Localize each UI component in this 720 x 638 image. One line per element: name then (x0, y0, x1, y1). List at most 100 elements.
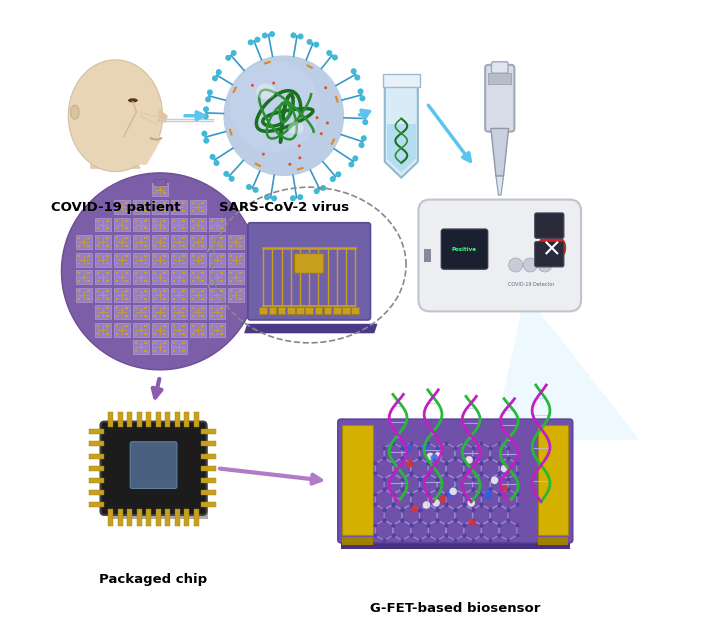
Circle shape (431, 454, 438, 462)
Bar (163, 325, 166, 327)
Bar (163, 332, 166, 334)
Circle shape (508, 258, 523, 272)
Bar (145, 228, 147, 230)
Bar (202, 332, 204, 334)
Bar (107, 255, 109, 256)
Bar (87, 290, 89, 292)
Circle shape (432, 499, 440, 507)
Text: Positive: Positive (452, 247, 477, 251)
Bar (182, 219, 184, 221)
Bar (538, 425, 568, 535)
Bar (97, 290, 99, 292)
Bar (135, 210, 138, 212)
Bar (135, 228, 138, 230)
Bar (190, 288, 205, 302)
Bar (194, 412, 199, 427)
Bar (210, 323, 225, 337)
Circle shape (359, 142, 364, 148)
Bar (175, 509, 180, 526)
Bar (192, 280, 194, 282)
Bar (220, 290, 222, 292)
Bar (97, 262, 99, 265)
Circle shape (246, 184, 252, 190)
Bar (351, 307, 359, 315)
Bar (202, 245, 204, 247)
Bar (95, 218, 111, 232)
Circle shape (361, 135, 366, 141)
Bar (107, 228, 109, 230)
Bar (220, 245, 222, 247)
Bar (182, 210, 184, 212)
Polygon shape (387, 124, 416, 159)
Circle shape (336, 171, 341, 177)
Bar (114, 235, 130, 249)
Circle shape (468, 519, 476, 526)
Bar (125, 228, 127, 230)
Bar (230, 245, 233, 247)
Bar (192, 325, 194, 327)
Bar (192, 332, 194, 334)
Bar (211, 290, 213, 292)
FancyBboxPatch shape (130, 441, 177, 489)
Circle shape (223, 56, 344, 176)
Circle shape (358, 89, 364, 94)
Bar (125, 210, 127, 212)
Bar (133, 341, 148, 354)
Bar (192, 202, 194, 204)
Circle shape (423, 501, 431, 509)
FancyBboxPatch shape (492, 62, 508, 73)
Bar (125, 280, 127, 282)
Bar (192, 290, 194, 292)
Bar (192, 308, 194, 309)
Bar (135, 350, 138, 352)
Bar (211, 255, 213, 256)
Bar (95, 306, 111, 319)
Bar (220, 255, 222, 256)
Bar (135, 290, 138, 292)
Bar (107, 325, 109, 327)
Bar (220, 308, 222, 309)
Bar (174, 272, 176, 274)
Circle shape (500, 484, 508, 492)
Polygon shape (384, 79, 418, 177)
Bar (190, 253, 205, 267)
Bar (107, 315, 109, 317)
Bar (125, 262, 127, 265)
Bar (145, 262, 147, 265)
Circle shape (330, 176, 336, 182)
Bar (152, 200, 168, 214)
Bar (154, 308, 156, 309)
Bar (163, 297, 166, 299)
Bar (315, 307, 323, 315)
Bar (220, 237, 222, 239)
Bar (190, 306, 205, 319)
Bar (76, 288, 91, 302)
Bar (190, 200, 205, 214)
Circle shape (210, 154, 215, 160)
Bar (114, 288, 130, 302)
Bar (202, 237, 204, 239)
Bar (145, 343, 147, 345)
Bar (166, 412, 171, 427)
Bar (107, 280, 109, 282)
Bar (324, 307, 331, 315)
Bar (125, 219, 127, 221)
Bar (116, 202, 118, 204)
Bar (156, 509, 161, 526)
Circle shape (307, 39, 312, 45)
Circle shape (465, 456, 473, 464)
Bar (97, 280, 99, 282)
Bar (107, 290, 109, 292)
Bar (184, 509, 189, 526)
Bar (305, 307, 313, 315)
Bar (95, 253, 111, 267)
Bar (152, 253, 168, 267)
Circle shape (320, 132, 323, 135)
Bar (125, 202, 127, 204)
Bar (228, 235, 243, 249)
Bar (89, 490, 104, 495)
Bar (174, 290, 176, 292)
Bar (210, 288, 225, 302)
Bar (171, 253, 186, 267)
Bar (278, 307, 285, 315)
